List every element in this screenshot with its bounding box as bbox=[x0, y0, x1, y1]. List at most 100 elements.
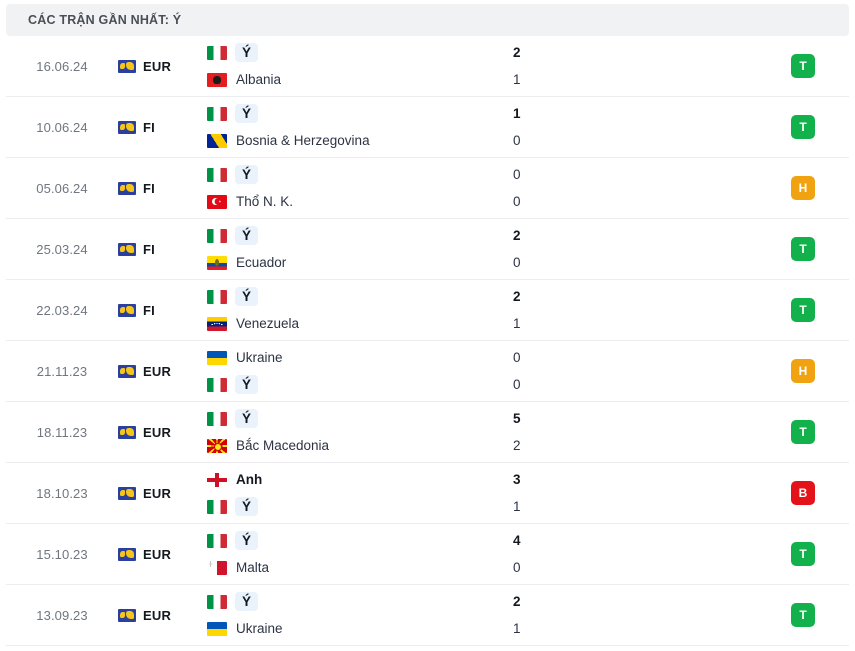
result-cell: T bbox=[729, 115, 849, 139]
team-score: 0 bbox=[513, 167, 521, 182]
competition-cell[interactable]: EUR bbox=[118, 486, 198, 501]
match-date: 15.10.23 bbox=[36, 546, 88, 562]
team-score: 4 bbox=[513, 533, 521, 548]
competition-cell[interactable]: FI bbox=[118, 181, 198, 196]
euro-competition-icon bbox=[118, 59, 136, 73]
match-row[interactable]: 25.03.24 FI Ý Ecuador 2 0 T bbox=[6, 219, 849, 280]
match-date: 16.06.24 bbox=[36, 58, 88, 74]
match-date: 25.03.24 bbox=[36, 241, 88, 257]
euro-competition-icon bbox=[118, 608, 136, 622]
teams-cell: Ý Albania bbox=[198, 43, 509, 89]
scores-cell: 4 0 bbox=[509, 532, 729, 577]
competition-cell[interactable]: EUR bbox=[118, 608, 198, 623]
competition-code: FI bbox=[143, 241, 155, 257]
team-score: 2 bbox=[513, 45, 521, 60]
team-line: Venezuela bbox=[207, 315, 509, 333]
teams-cell: Ukraine Ý bbox=[198, 349, 509, 394]
status-badge: H bbox=[791, 176, 815, 200]
competition-cell[interactable]: EUR bbox=[118, 547, 198, 562]
team-name: Ukraine bbox=[236, 621, 283, 636]
result-cell: H bbox=[729, 176, 849, 200]
england-flag bbox=[207, 472, 227, 487]
italy-flag bbox=[207, 106, 227, 121]
team-score: 1 bbox=[513, 106, 521, 121]
team-name: Ý bbox=[235, 226, 259, 245]
team-score: 1 bbox=[513, 72, 521, 87]
match-date: 21.11.23 bbox=[36, 363, 88, 379]
italy-flag bbox=[207, 499, 227, 514]
match-row[interactable]: 18.11.23 EUR Ý Bắc Macedonia 5 2 T bbox=[6, 402, 849, 463]
team-score: 0 bbox=[513, 194, 521, 209]
team-name: Bosnia & Herzegovina bbox=[236, 133, 370, 148]
status-badge: H bbox=[791, 359, 815, 383]
match-date: 13.09.23 bbox=[36, 607, 88, 623]
match-row[interactable]: 22.03.24 FI Ý Venezuela 2 1 T bbox=[6, 280, 849, 341]
turkey-flag bbox=[207, 194, 227, 209]
competition-cell[interactable]: FI bbox=[118, 120, 198, 135]
team-score: 0 bbox=[513, 255, 521, 270]
status-badge: T bbox=[791, 603, 815, 627]
competition-cell[interactable]: EUR bbox=[118, 59, 198, 74]
team-name: Anh bbox=[236, 472, 263, 487]
friendly-competition-icon bbox=[118, 303, 136, 317]
team-line: Ý bbox=[207, 497, 509, 516]
bosnia-herzegovina-flag bbox=[207, 133, 227, 148]
match-row[interactable]: 18.10.23 EUR Anh Ý 3 1 B bbox=[6, 463, 849, 524]
team-name: Ý bbox=[235, 531, 259, 550]
teams-cell: Anh Ý bbox=[198, 471, 509, 516]
match-list: 16.06.24 EUR Ý Albania 2 1 T 10.06.24 bbox=[0, 36, 855, 646]
competition-cell[interactable]: EUR bbox=[118, 364, 198, 379]
status-badge: T bbox=[791, 298, 815, 322]
match-row[interactable]: 15.10.23 EUR Ý Malta 4 0 T bbox=[6, 524, 849, 585]
match-row[interactable]: 16.06.24 EUR Ý Albania 2 1 T bbox=[6, 36, 849, 97]
competition-code: EUR bbox=[143, 546, 172, 562]
scores-cell: 2 1 bbox=[509, 593, 729, 638]
match-date: 18.10.23 bbox=[36, 485, 88, 501]
team-score: 2 bbox=[513, 438, 521, 453]
ecuador-flag bbox=[207, 255, 227, 270]
match-row[interactable]: 21.11.23 EUR Ukraine Ý 0 0 H bbox=[6, 341, 849, 402]
team-score: 1 bbox=[513, 621, 521, 636]
team-name: Ý bbox=[235, 43, 259, 62]
team-score: 2 bbox=[513, 289, 521, 304]
teams-cell: Ý Bắc Macedonia bbox=[198, 409, 509, 455]
scores-cell: 3 1 bbox=[509, 471, 729, 516]
italy-flag bbox=[207, 411, 227, 426]
scores-cell: 0 0 bbox=[509, 349, 729, 394]
team-line: Ukraine bbox=[207, 620, 509, 638]
team-name: Bắc Macedonia bbox=[236, 438, 330, 453]
match-row[interactable]: 13.09.23 EUR Ý Ukraine 2 1 T bbox=[6, 585, 849, 646]
competition-cell[interactable]: FI bbox=[118, 303, 198, 318]
teams-cell: Ý Bosnia & Herzegovina bbox=[198, 104, 509, 150]
team-line: Ý bbox=[207, 165, 509, 184]
friendly-competition-icon bbox=[118, 120, 136, 134]
team-line: Ý bbox=[207, 287, 509, 306]
status-badge: T bbox=[791, 115, 815, 139]
italy-flag bbox=[207, 377, 227, 392]
scores-cell: 0 0 bbox=[509, 166, 729, 211]
team-name: Ý bbox=[235, 165, 259, 184]
competition-cell[interactable]: FI bbox=[118, 242, 198, 257]
competition-code: FI bbox=[143, 180, 155, 196]
result-cell: H bbox=[729, 359, 849, 383]
scores-cell: 2 1 bbox=[509, 288, 729, 333]
north-macedonia-flag bbox=[207, 438, 227, 453]
status-badge: T bbox=[791, 542, 815, 566]
euro-competition-icon bbox=[118, 364, 136, 378]
team-line: Ukraine bbox=[207, 349, 509, 367]
panel-header: CÁC TRẬN GẦN NHẤT: Ý bbox=[6, 4, 849, 36]
match-row[interactable]: 10.06.24 FI Ý Bosnia & Herzegovina 1 0 T bbox=[6, 97, 849, 158]
match-date: 05.06.24 bbox=[36, 180, 88, 196]
competition-code: EUR bbox=[143, 363, 172, 379]
team-name: Albania bbox=[236, 72, 282, 87]
competition-cell[interactable]: EUR bbox=[118, 425, 198, 440]
page-title: CÁC TRẬN GẦN NHẤT: Ý bbox=[28, 13, 182, 27]
ukraine-flag bbox=[207, 350, 227, 365]
team-score: 0 bbox=[513, 350, 521, 365]
match-row[interactable]: 05.06.24 FI Ý Thổ N. K. 0 0 H bbox=[6, 158, 849, 219]
team-line: Albania bbox=[207, 71, 509, 89]
italy-flag bbox=[207, 289, 227, 304]
teams-cell: Ý Malta bbox=[198, 531, 509, 577]
match-date: 22.03.24 bbox=[36, 302, 88, 318]
italy-flag bbox=[207, 45, 227, 60]
